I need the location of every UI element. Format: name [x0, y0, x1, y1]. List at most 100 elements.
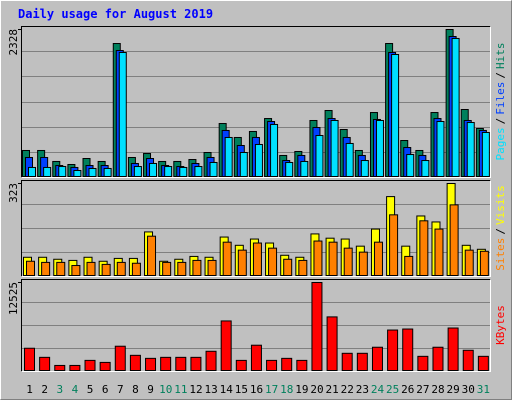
x-tick-label: 1 [26, 383, 33, 396]
bar [387, 329, 399, 372]
x-tick-label: 6 [102, 383, 109, 396]
x-tick-label: 7 [117, 383, 124, 396]
panel-edge-dark [21, 279, 491, 372]
x-tick-label: 25 [386, 383, 399, 396]
bar [86, 261, 96, 276]
bar [328, 241, 338, 277]
bar [58, 166, 67, 177]
bar [237, 249, 247, 277]
bar [311, 282, 323, 371]
bar [28, 166, 36, 178]
bar [177, 261, 187, 276]
bar [326, 316, 338, 372]
bar [192, 259, 202, 276]
bar [190, 356, 202, 371]
bar [481, 131, 490, 177]
bar [281, 357, 293, 371]
bar [209, 161, 218, 178]
bar [133, 166, 142, 177]
bar [103, 167, 112, 177]
x-tick-label: 31 [477, 383, 490, 396]
y-tick-label: 12525 [7, 282, 20, 315]
x-tick-label: 14 [220, 383, 234, 396]
bar [162, 261, 172, 276]
panel-edge-dark [21, 26, 491, 178]
bar [449, 204, 459, 276]
x-tick-label: 3 [57, 383, 64, 396]
bar [402, 328, 414, 371]
bar [270, 123, 279, 177]
bar [88, 167, 97, 177]
bar [432, 346, 444, 372]
bar [84, 359, 96, 371]
bar [101, 263, 111, 276]
bar [118, 51, 127, 177]
bar [358, 251, 368, 277]
bar [235, 359, 247, 371]
bar [239, 152, 248, 178]
bar [447, 327, 459, 372]
x-tick-label: 10 [159, 383, 172, 396]
bar [71, 265, 81, 276]
bar [296, 359, 308, 371]
x-tick-label: 16 [250, 383, 263, 396]
panel-edge-dark [21, 180, 491, 277]
bar [479, 250, 489, 276]
bar [434, 228, 444, 276]
bar [283, 258, 293, 277]
legend-separator: / [494, 228, 507, 235]
x-tick-label: 8 [132, 383, 139, 396]
x-tick-label: 12 [189, 383, 202, 396]
legend-entry: Files [494, 82, 507, 115]
x-tick-label: 19 [295, 383, 308, 396]
panel-edge-light [21, 26, 491, 178]
bar [315, 135, 324, 178]
bar [145, 357, 157, 371]
bar [24, 347, 35, 371]
bar [160, 356, 172, 371]
bar [285, 161, 294, 178]
chart-title: Daily usage for August 2019 [18, 7, 213, 21]
bar [149, 162, 158, 177]
bar [99, 361, 111, 371]
bar [391, 54, 400, 177]
x-tick-label: 29 [447, 383, 460, 396]
bar [421, 160, 430, 178]
bar [73, 170, 82, 177]
bar [26, 260, 35, 276]
bar [464, 249, 474, 277]
bar [419, 220, 429, 277]
bar [371, 346, 383, 372]
x-tick-label: 24 [371, 383, 385, 396]
x-tick-label: 4 [72, 383, 79, 396]
x-tick-label: 17 [265, 383, 278, 396]
bar [222, 241, 232, 277]
legend-separator: / [494, 118, 507, 125]
x-tick-label: 2 [41, 383, 48, 396]
bar [207, 259, 217, 276]
bar [175, 356, 187, 371]
bar [345, 142, 354, 177]
bar [41, 261, 51, 276]
bar [224, 136, 233, 178]
bar [39, 356, 51, 371]
bar [129, 354, 141, 371]
x-tick-label: 15 [235, 383, 248, 396]
legend-entry: KBytes [494, 305, 507, 345]
bar [254, 143, 263, 177]
bar [220, 320, 232, 372]
bar [114, 345, 126, 371]
legend-separator: / [494, 72, 507, 79]
x-tick-label: 20 [310, 383, 323, 396]
x-tick-label: 21 [326, 383, 339, 396]
bar [404, 255, 414, 277]
bar [360, 160, 369, 178]
bar [194, 166, 203, 177]
bar [451, 37, 460, 178]
panel-edge-light [21, 279, 491, 372]
y-tick-label: 2328 [7, 29, 20, 56]
bar [252, 242, 262, 277]
bar [250, 344, 262, 372]
